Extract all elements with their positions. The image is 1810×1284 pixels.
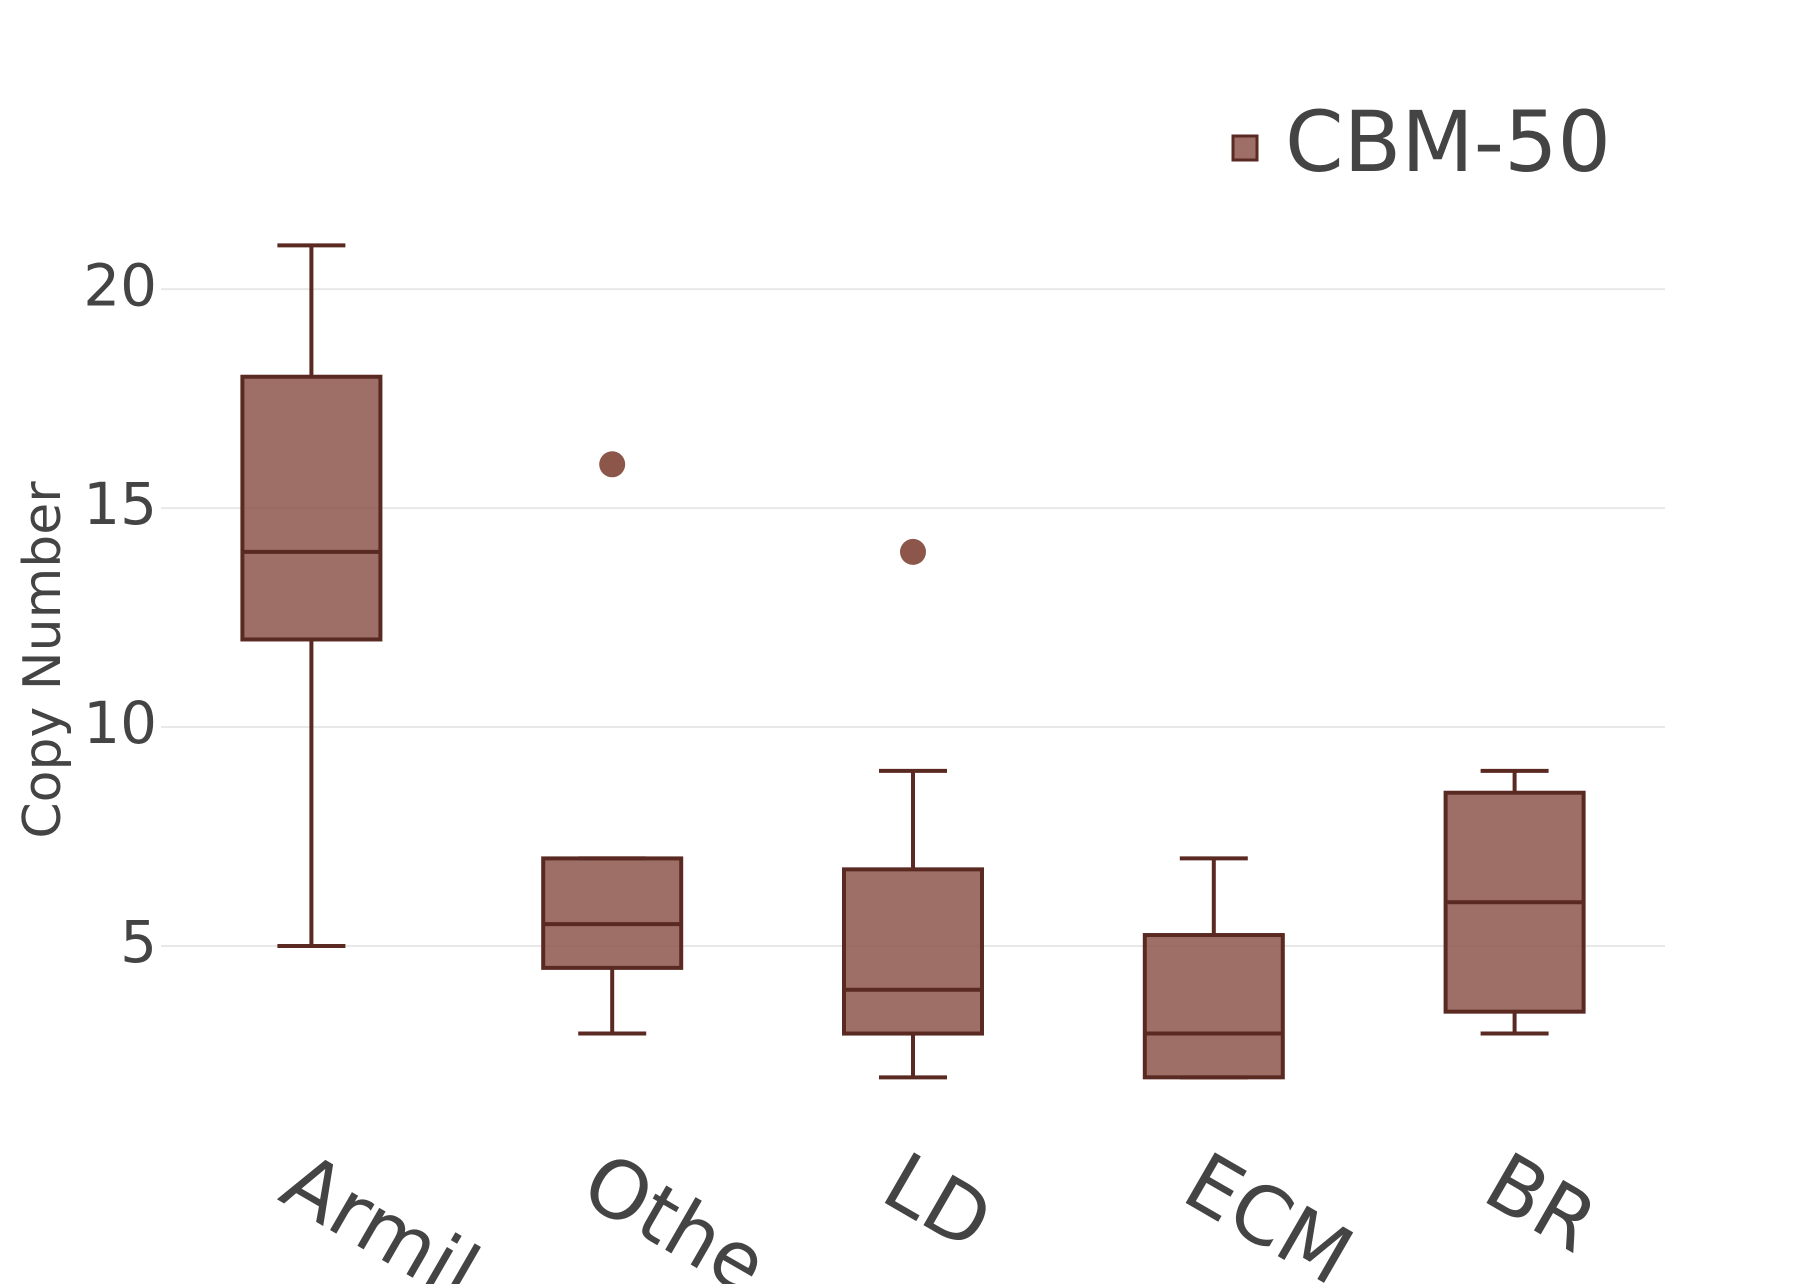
legend-swatch: [1231, 134, 1259, 162]
box: [842, 867, 984, 1036]
x-tick-label: Armil: [267, 1135, 494, 1284]
outlier: [900, 538, 926, 565]
outlier: [599, 451, 626, 478]
y-tick-label: 10: [83, 689, 157, 757]
x-tick-label: BR: [1470, 1135, 1612, 1271]
y-axis-title: Copy Number: [13, 481, 73, 839]
x-tick-label: ECM: [1169, 1135, 1367, 1284]
x-tick-label: Othe: [568, 1135, 783, 1284]
legend-label: CBM-50: [1285, 93, 1611, 191]
box: [541, 856, 684, 970]
box: [240, 374, 383, 642]
y-tick-label: 5: [120, 908, 157, 976]
y-tick-label: 20: [83, 251, 157, 319]
x-tick-label: LD: [869, 1135, 1007, 1269]
legend: CBM-50: [1231, 93, 1611, 191]
box: [1142, 933, 1285, 1080]
y-tick-label: 15: [83, 470, 157, 538]
